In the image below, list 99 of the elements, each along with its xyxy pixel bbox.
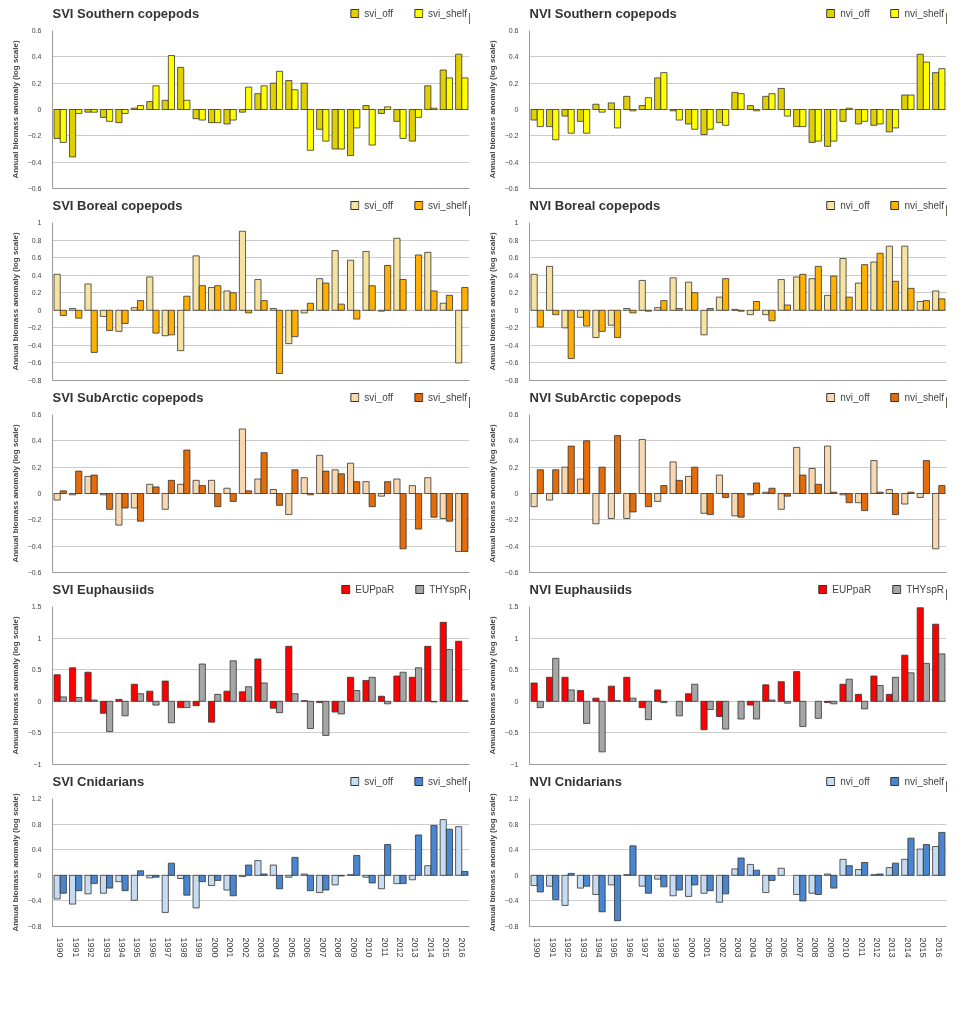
x-tick-label: 1995: [132, 937, 143, 958]
x-tick-label: 2001: [225, 937, 236, 958]
x-tick-label: 2016: [933, 937, 944, 958]
x-tick-label: 2012: [395, 937, 405, 958]
x-tick-label: 1996: [624, 937, 635, 958]
x-tick-label: 1990: [532, 937, 543, 958]
x-tick-label: 1990: [55, 937, 66, 958]
y-axis-title: Annual biomass anomaly (log scale): [10, 40, 20, 179]
legend-label: nvi_off: [840, 775, 870, 787]
legend-label: svi_shelf: [428, 391, 467, 403]
x-tick-label: 1994: [594, 937, 604, 958]
chart-title: SVI Euphausiids: [52, 581, 155, 597]
x-tick-label: 2015: [918, 937, 929, 958]
x-tick-label: 2013: [410, 937, 421, 958]
x-tick-label: 1995: [609, 937, 620, 958]
legend-label: nvi_shelf: [904, 7, 944, 19]
x-tick-label: 2000: [686, 937, 697, 958]
x-tick-label: 2007: [317, 937, 328, 958]
x-tick-label: 1998: [655, 937, 666, 958]
x-tick-label: 2008: [333, 937, 344, 958]
y-axis-title: Annual biomass anomaly (log scale): [487, 40, 497, 179]
legend-label: THYspR: [906, 583, 944, 595]
x-tick-label: 2004: [748, 937, 759, 958]
x-tick-label: 2002: [240, 937, 251, 958]
bar: [777, 867, 785, 876]
x-tick-label: 1991: [70, 937, 81, 958]
legend-label: svi_shelf: [428, 775, 467, 787]
x-tick-label: 1992: [86, 937, 97, 958]
x-tick-label: 1991: [547, 937, 558, 958]
x-tick-label: 1998: [178, 937, 189, 958]
chart-title: NVI Southern copepods: [529, 5, 677, 21]
x-tick-label: 1993: [578, 937, 589, 958]
x-tick-label: 1997: [640, 937, 651, 958]
bar: [814, 700, 822, 719]
x-tick-label: 2012: [872, 937, 882, 958]
y-axis-title: Annual biomass anomaly (log scale): [487, 616, 497, 755]
x-tick-label: 2006: [779, 937, 790, 958]
legend-label: nvi_off: [840, 199, 870, 211]
x-tick-label: 1992: [563, 937, 574, 958]
x-tick-label: 1999: [194, 937, 205, 958]
x-tick-label: 2005: [763, 937, 774, 958]
x-tick-label: 2008: [810, 937, 821, 958]
x-tick-label: 2003: [733, 937, 743, 958]
x-tick-label: 2014: [425, 937, 436, 958]
x-tick-label: 2000: [209, 937, 220, 958]
chart-title: NVI Cnidarians: [529, 773, 622, 789]
legend-label: nvi_shelf: [904, 775, 944, 787]
x-tick-label: 2002: [717, 937, 728, 958]
x-tick-label: 2010: [841, 937, 852, 958]
legend-label: EUPpaR: [832, 583, 872, 595]
y-axis-title: Annual biomass anomaly (log scale): [487, 793, 497, 932]
x-tick-label: 2014: [902, 937, 913, 958]
chart-title: SVI Cnidarians: [52, 773, 145, 789]
chart-title: NVI Boreal copepods: [529, 197, 661, 213]
chart-title: SVI SubArctic copepods: [52, 389, 204, 405]
x-tick-label: 2010: [364, 937, 375, 958]
chart-title: SVI Boreal copepods: [52, 197, 183, 213]
legend-label: svi_off: [364, 7, 394, 19]
legend-label: nvi_shelf: [904, 199, 944, 211]
bar: [675, 700, 683, 717]
chart-title: SVI Southern copepods: [52, 5, 200, 21]
legend-label: svi_shelf: [428, 7, 467, 19]
x-tick-label: 2015: [441, 937, 452, 958]
chart-title: NVI Euphausiids: [529, 581, 633, 597]
x-tick-label: 2007: [794, 937, 805, 958]
y-axis-title: Annual biomass anomaly (log scale): [10, 232, 20, 371]
legend-label: EUPpaR: [355, 583, 395, 595]
legend-label: nvi_off: [840, 391, 870, 403]
x-tick-label: 2004: [271, 937, 282, 958]
bar: [415, 254, 423, 311]
x-tick-label: 1999: [671, 937, 682, 958]
x-tick-label: 2005: [286, 937, 297, 958]
x-tick-label: 2011: [856, 937, 867, 957]
x-tick-label: 2009: [825, 937, 836, 958]
y-axis-title: Annual biomass anomaly (log scale): [10, 793, 20, 932]
legend-label: nvi_off: [840, 7, 870, 19]
y-axis-title: Annual biomass anomaly (log scale): [487, 424, 497, 563]
x-tick-label: 1996: [147, 937, 158, 958]
legend-label: nvi_shelf: [904, 391, 944, 403]
y-axis-title: Annual biomass anomaly (log scale): [10, 616, 20, 755]
x-tick-label: 2003: [256, 937, 266, 958]
legend-label: svi_off: [364, 391, 394, 403]
x-tick-label: 2006: [302, 937, 313, 958]
x-tick-label: 2016: [456, 937, 467, 958]
legend-label: THYspR: [429, 583, 467, 595]
x-tick-label: 2001: [702, 937, 713, 958]
legend-label: svi_off: [364, 199, 394, 211]
x-tick-label: 1993: [101, 937, 112, 958]
x-tick-label: 1997: [163, 937, 174, 958]
legend-label: svi_off: [364, 775, 394, 787]
x-tick-label: 2011: [379, 937, 390, 957]
x-tick-label: 2009: [348, 937, 359, 958]
legend-label: svi_shelf: [428, 199, 467, 211]
x-tick-label: 2013: [887, 937, 898, 958]
x-tick-label: 1994: [117, 937, 127, 958]
bar: [737, 700, 745, 720]
y-axis-title: Annual biomass anomaly (log scale): [487, 232, 497, 371]
chart-title: NVI SubArctic copepods: [529, 389, 682, 405]
y-axis-title: Annual biomass anomaly (log scale): [10, 424, 20, 563]
